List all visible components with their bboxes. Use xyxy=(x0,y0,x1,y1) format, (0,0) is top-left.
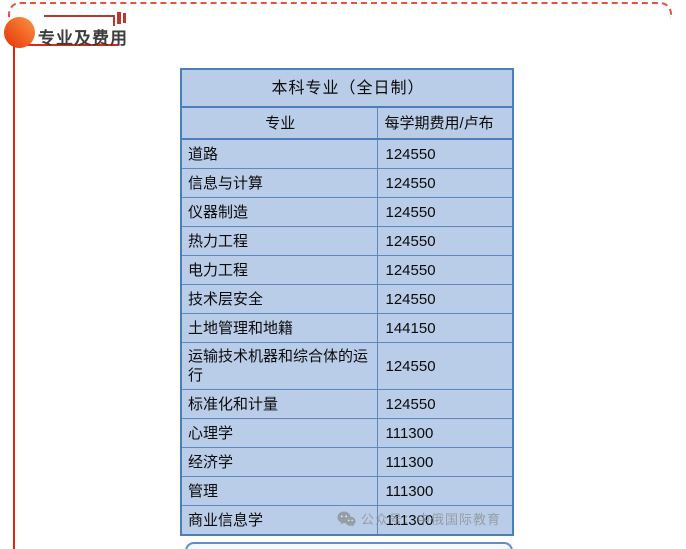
table-row: 标准化和计量 124550 xyxy=(180,389,514,419)
table-row: 信息与计算 124550 xyxy=(180,168,514,198)
fees-table: 本科专业（全日制） 专业 每学期费用/卢布 道路 124550 信息与计算 12455… xyxy=(180,68,515,536)
fee-cell: 124550 xyxy=(376,168,514,198)
major-cell: 仪器制造 xyxy=(180,197,378,227)
table-row: 商业信息学 111300 xyxy=(180,505,514,536)
section-timeline-line xyxy=(13,44,15,549)
wechat-icon xyxy=(337,511,356,527)
major-cell: 运输技术机器和综合体的运行 xyxy=(180,342,378,390)
major-cell: 道路 xyxy=(180,138,378,169)
table-row: 运输技术机器和综合体的运行 124550 xyxy=(180,342,514,390)
major-cell: 管理 xyxy=(180,476,378,506)
section-title: 专业及费用 xyxy=(38,29,128,48)
major-cell: 电力工程 xyxy=(180,255,378,285)
major-cell: 土地管理和地籍 xyxy=(180,313,378,343)
table-body: 道路 124550 信息与计算 124550 仪器制造 124550 热力工程 124550 电… xyxy=(180,138,514,536)
fee-cell: 111300 xyxy=(376,505,514,536)
table-row: 技术层安全 124550 xyxy=(180,284,514,314)
table-row: 热力工程 124550 xyxy=(180,226,514,256)
major-cell: 心理学 xyxy=(180,418,378,448)
fee-cell: 124550 xyxy=(376,226,514,256)
title-top-bracket xyxy=(44,15,115,26)
fee-cell: 111300 xyxy=(376,418,514,448)
fee-cell: 124550 xyxy=(376,138,514,169)
dashed-top-border xyxy=(8,2,672,18)
fee-cell: 124550 xyxy=(376,284,514,314)
section-bullet-circle xyxy=(4,17,35,48)
major-cell: 技术层安全 xyxy=(180,284,378,314)
title-double-bar-icon xyxy=(117,12,121,24)
fee-cell: 111300 xyxy=(376,476,514,506)
fee-cell: 124550 xyxy=(376,389,514,419)
table-row: 仪器制造 124550 xyxy=(180,197,514,227)
table-row: 电力工程 124550 xyxy=(180,255,514,285)
fee-cell: 111300 xyxy=(376,447,514,477)
table-title-row: 本科专业（全日制） xyxy=(180,68,514,108)
table-title: 本科专业（全日制） xyxy=(180,68,514,108)
major-cell: 信息与计算 xyxy=(180,168,378,198)
table-header-row: 专业 每学期费用/卢布 xyxy=(180,106,514,140)
table-row: 土地管理和地籍 144150 xyxy=(180,313,514,343)
major-cell: 热力工程 xyxy=(180,226,378,256)
fee-cell: 144150 xyxy=(376,313,514,343)
fee-cell: 124550 xyxy=(376,342,514,390)
major-cell: 标准化和计量 xyxy=(180,389,378,419)
watermark-text: 公众号：中俄国际教育 xyxy=(361,512,502,527)
table-row: 经济学 111300 xyxy=(180,447,514,477)
major-cell: 经济学 xyxy=(180,447,378,477)
column-header-fee: 每学期费用/卢布 xyxy=(376,106,514,140)
table-row: 管理 111300 xyxy=(180,476,514,506)
next-table-top-edge xyxy=(185,542,513,549)
title-double-bar-icon xyxy=(123,13,126,23)
table-row: 道路 124550 xyxy=(180,138,514,169)
column-header-major: 专业 xyxy=(180,106,378,140)
title-underline xyxy=(13,44,118,46)
fee-cell: 124550 xyxy=(376,197,514,227)
watermark: 公众号：中俄国际教育 xyxy=(337,509,501,528)
table-row: 心理学 111300 xyxy=(180,418,514,448)
fee-cell: 124550 xyxy=(376,255,514,285)
